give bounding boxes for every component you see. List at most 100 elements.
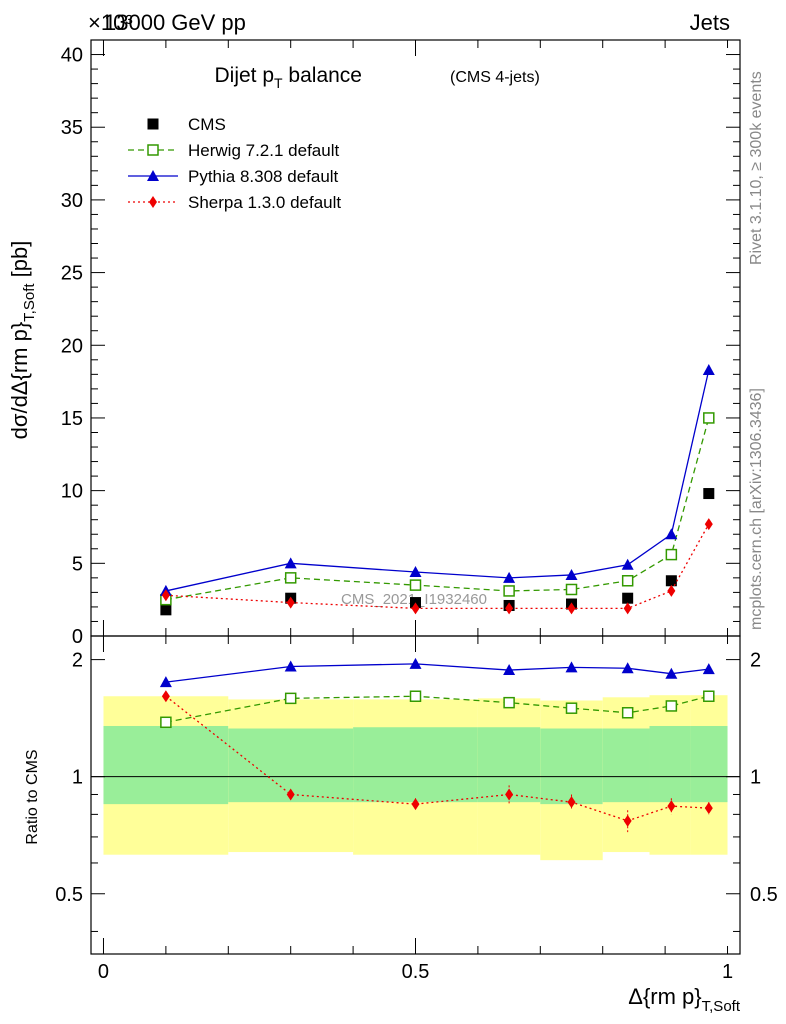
main-y-axis-label: dσ/dΔ{rm p}T,Soft [pb] [7, 241, 38, 440]
herwig-data-point [621, 575, 634, 587]
pythia-data-point [702, 363, 715, 375]
sherpa-data-point [505, 602, 514, 615]
main-y-tick-label: 10 [61, 481, 83, 503]
pythia-series-line [165, 369, 710, 592]
sherpa-data-point [704, 518, 713, 531]
main-y-tick-label: 30 [61, 190, 83, 212]
ratio-panel: 0.5 0.5 1 1 2 2 0 0.5 1 Ratio to CMS Δ{rm p}T,So… [24, 635, 778, 1015]
pythia-data-point [284, 557, 297, 569]
x-tick-label: 1 [722, 961, 733, 983]
cms-legend-label: CMS [188, 115, 226, 134]
main-y-tick-label: 15 [61, 408, 83, 430]
herwig-series-line [165, 695, 709, 723]
herwig-data-point [409, 579, 422, 591]
sherpa-data-point [567, 602, 576, 615]
pythia-data-point [702, 663, 715, 675]
sherpa-data-point [411, 798, 420, 811]
herwig-data-point [665, 700, 678, 712]
ratio-y-tick-label-right: 1 [750, 767, 761, 789]
sherpa-data-point [161, 690, 170, 703]
cms-data-point [622, 592, 634, 604]
herwig-legend-marker [147, 144, 159, 156]
main-axes: 0 5 10 15 20 25 30 35 40 [61, 39, 741, 648]
ratio-y-axis-label: Ratio to CMS [24, 749, 41, 844]
pythia-data-point [503, 664, 516, 676]
sherpa-data-point [286, 788, 295, 801]
energy-label: 13000 GeV pp [104, 10, 246, 35]
chart-title: Dijet pT balance [215, 64, 363, 91]
herwig-data-point [621, 707, 634, 719]
rivet-version-label: Rivet 3.1.10, ≥ 300k events [748, 71, 765, 265]
pythia-data-point [159, 676, 172, 688]
pythia-data-point [665, 667, 678, 679]
main-y-tick-label: 5 [72, 553, 83, 575]
green-band-segment [690, 725, 728, 803]
main-y-tick-label: 20 [61, 335, 83, 357]
chart-subtitle: (CMS 4-jets) [450, 69, 540, 86]
legend: CMS Herwig 7.2.1 default Pythia 8.308 defa… [128, 115, 341, 212]
pythia-data-point [565, 568, 578, 580]
sherpa-series-line [165, 523, 710, 610]
cms-data-point [665, 575, 677, 587]
herwig-data-point [284, 572, 297, 584]
ratio-y-tick-label-right: 2 [750, 650, 761, 672]
herwig-data-point [665, 548, 678, 561]
herwig-legend-label: Herwig 7.2.1 default [188, 141, 339, 160]
sherpa-data-point [505, 788, 514, 801]
pythia-data-point [665, 528, 678, 540]
green-band-segment [103, 725, 229, 805]
sherpa-data-point [667, 800, 676, 813]
herwig-data-point [284, 692, 297, 705]
green-band-segment [649, 725, 691, 803]
green-band-segment [353, 727, 478, 803]
green-band-segment [540, 728, 603, 805]
pythia-legend-label: Pythia 8.308 default [188, 167, 339, 186]
pythia-data-point [621, 662, 634, 674]
sherpa-data-point [704, 802, 713, 815]
herwig-data-point [503, 696, 515, 709]
sherpa-data-point [623, 602, 632, 615]
y-exponent-label: ×10³ [88, 10, 133, 35]
main-y-tick-label: 40 [61, 45, 83, 67]
sherpa-legend-label: Sherpa 1.3.0 default [188, 193, 341, 212]
sherpa-data-point [286, 596, 295, 609]
pythia-series-line [165, 663, 709, 683]
cms-legend-marker [147, 118, 159, 130]
cms-data-point [160, 604, 172, 616]
main-y-tick-label: 0 [72, 626, 83, 648]
pythia-data-point [409, 657, 422, 669]
herwig-data-point [703, 690, 715, 702]
herwig-data-point [565, 702, 578, 714]
pythia-data-point [621, 558, 634, 570]
ratio-axes: 0.5 0.5 1 1 2 2 0 0.5 1 [55, 635, 778, 983]
x-axis-label: Δ{rm p}T,Soft [628, 984, 741, 1015]
pythia-data-point [565, 661, 578, 673]
ratio-uncertainty-bands [91, 695, 740, 861]
pythia-legend-marker [147, 170, 159, 181]
herwig-data-point [503, 585, 515, 597]
main-series-layer [159, 363, 715, 616]
herwig-data-point [409, 690, 422, 702]
pythia-data-point [409, 566, 422, 578]
ratio-y-tick-label: 1 [72, 767, 83, 789]
ratio-y-tick-label: 0.5 [55, 884, 83, 906]
herwig-data-point [703, 412, 715, 424]
sherpa-data-point [623, 814, 632, 827]
herwig-data-point [160, 716, 172, 729]
sherpa-data-point [411, 602, 420, 615]
ratio-y-tick-label: 2 [72, 650, 83, 672]
pythia-data-point [284, 660, 297, 672]
process-label: Jets [690, 10, 730, 35]
cms-data-point [703, 488, 715, 500]
main-y-tick-label: 35 [61, 117, 83, 139]
ratio-series-layer [159, 657, 715, 833]
sherpa-data-point [667, 584, 676, 597]
pythia-data-point [503, 571, 516, 583]
x-tick-label: 0 [98, 961, 109, 983]
sherpa-data-point [161, 589, 170, 602]
main-y-tick-label: 25 [61, 263, 83, 285]
herwig-data-point [565, 583, 578, 596]
green-band-segment [602, 728, 650, 803]
